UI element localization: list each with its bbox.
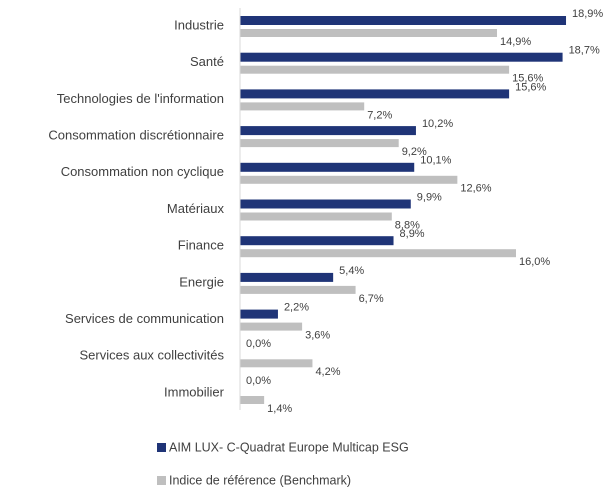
bar	[240, 102, 365, 111]
value-label: 9,2%	[402, 146, 427, 158]
value-label: 8,8%	[395, 219, 420, 231]
category-label: Technologies de l'information	[57, 91, 224, 106]
category-label: Energie	[179, 274, 224, 289]
bar	[240, 309, 278, 319]
bar	[240, 359, 313, 368]
bar	[240, 396, 265, 404]
category-label: Services de communication	[65, 311, 224, 326]
bar	[240, 212, 392, 221]
bar	[240, 29, 498, 37]
category-label: Santé	[190, 54, 224, 69]
category-label: Immobilier	[164, 384, 225, 399]
value-label: 15,6%	[512, 73, 543, 85]
value-label: 7,2%	[367, 109, 392, 121]
value-label: 2,2%	[284, 302, 309, 314]
value-label: 6,7%	[359, 293, 384, 305]
value-label: 8,9%	[400, 228, 425, 240]
bar	[240, 249, 516, 258]
bar	[240, 285, 356, 294]
value-label: 0,0%	[246, 375, 271, 387]
value-label: 1,4%	[267, 403, 292, 415]
legend-swatch	[157, 476, 166, 485]
bar	[240, 16, 567, 25]
value-label: 3,6%	[305, 330, 330, 342]
bar	[240, 65, 510, 74]
category-label: Consommation discrétionnaire	[48, 128, 224, 143]
category-label: Finance	[178, 238, 224, 253]
category-label: Services aux collectivités	[80, 348, 225, 363]
bar	[240, 272, 334, 282]
bar	[240, 126, 416, 136]
value-label: 18,7%	[569, 45, 600, 57]
value-label: 18,9%	[572, 8, 603, 20]
legend-label: AIM LUX- C-Quadrat Europe Multicap ESG	[169, 440, 409, 454]
category-label: Matériaux	[167, 201, 225, 216]
value-label: 10,1%	[420, 155, 451, 167]
value-label: 16,0%	[519, 256, 550, 268]
value-label: 15,6%	[515, 81, 546, 93]
value-label: 5,4%	[339, 265, 364, 277]
value-label: 4,2%	[315, 366, 340, 378]
category-label: Industrie	[174, 17, 224, 32]
bar	[240, 162, 415, 172]
category-label: Consommation non cyclique	[61, 164, 224, 179]
legend-swatch	[157, 443, 166, 452]
bar	[240, 236, 394, 246]
bar	[240, 139, 399, 148]
bar	[240, 199, 411, 209]
bar	[240, 322, 303, 331]
bar	[240, 52, 563, 62]
value-label: 12,6%	[460, 183, 491, 195]
legend-label: Indice de référence (Benchmark)	[169, 473, 351, 487]
bar	[240, 89, 510, 99]
value-label: 9,9%	[417, 191, 442, 203]
value-label: 14,9%	[500, 36, 531, 48]
value-label: 0,0%	[246, 338, 271, 350]
bar	[240, 175, 458, 184]
value-label: 10,2%	[422, 118, 453, 130]
